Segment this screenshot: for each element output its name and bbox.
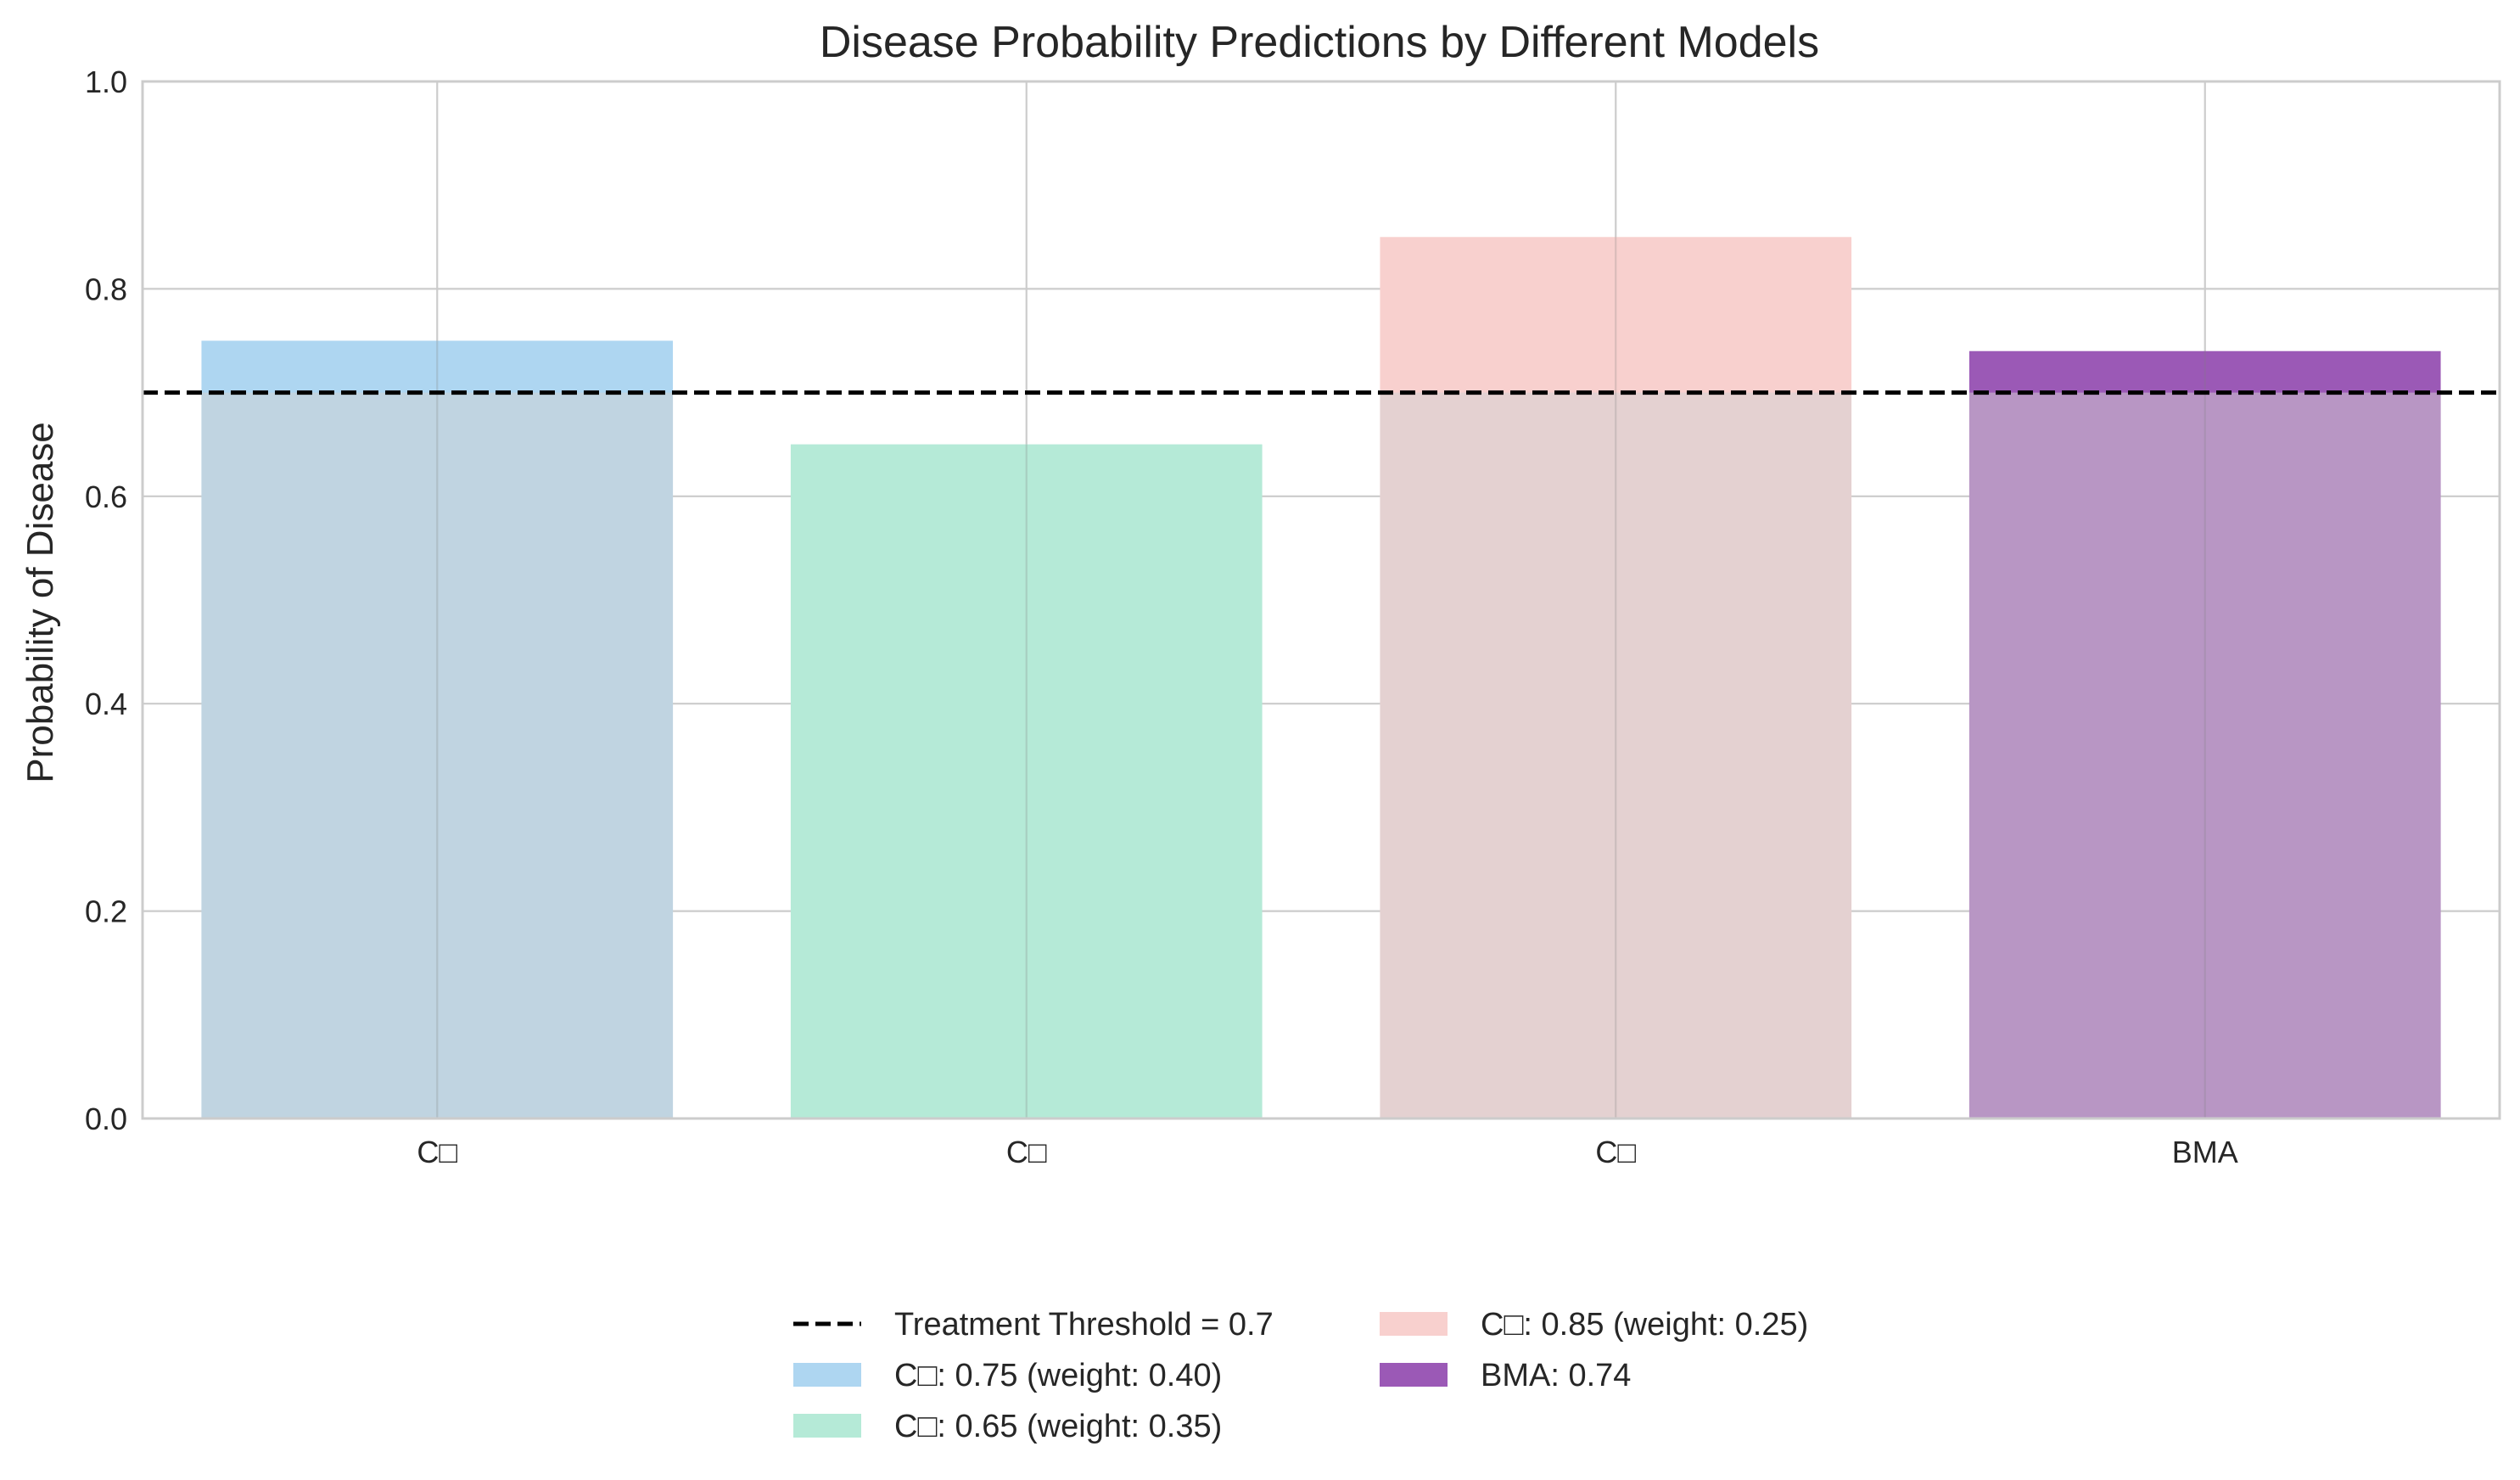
y-tick-label: 0.0 [85, 1102, 127, 1136]
y-tick-label: 0.6 [85, 479, 127, 514]
x-tick-label: C□ [1595, 1135, 1636, 1169]
legend-swatch [1380, 1312, 1448, 1336]
legend: Treatment Threshold = 0.7 C□: 0.75 (weigh… [793, 1307, 1808, 1444]
y-tick-label: 0.4 [85, 687, 127, 721]
plot-frame [141, 80, 2501, 1120]
y-tick-label: 0.2 [85, 894, 127, 929]
legend-entry-label: C□: 0.85 (weight: 0.25) [1481, 1307, 1808, 1343]
legend-swatch [793, 1414, 861, 1438]
x-tick-label: C□ [417, 1135, 457, 1169]
y-axis-label: Probability of Disease [20, 422, 61, 783]
legend-entry-label: C□: 0.75 (weight: 0.40) [894, 1358, 1222, 1393]
legend-swatch [793, 1363, 861, 1387]
legend-entry-label: Treatment Threshold = 0.7 [894, 1307, 1274, 1343]
x-tick-label: BMA [2172, 1135, 2238, 1169]
x-tick-label: C□ [1006, 1135, 1047, 1169]
bars-layer [201, 237, 2441, 1119]
axes-layer: 0.0 0.2 0.4 0.6 0.8 1.0 C□ C□ C□ BMA [85, 64, 2501, 1169]
legend-swatch [1380, 1363, 1448, 1387]
bar-overlay [1968, 392, 2441, 1119]
y-tick-label: 0.8 [85, 272, 127, 306]
bar-overlay [790, 444, 1263, 1118]
y-tick-label: 1.0 [85, 64, 127, 99]
legend-entry-label: BMA: 0.74 [1481, 1358, 1631, 1393]
chart-title: Disease Probability Predictions by Diffe… [820, 18, 1819, 67]
bar-overlay [201, 392, 674, 1119]
bar-overlay [1380, 392, 1852, 1119]
legend-entry-label: C□: 0.65 (weight: 0.35) [894, 1409, 1222, 1444]
